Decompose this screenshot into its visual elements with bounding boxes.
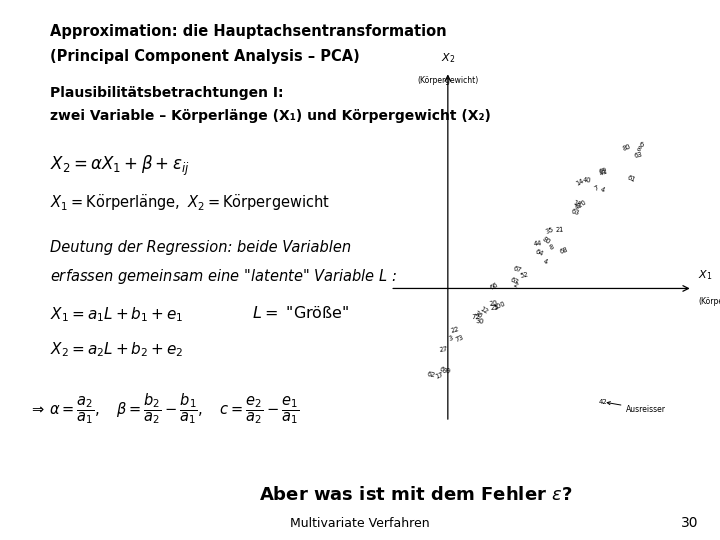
Text: 36: 36 — [473, 310, 484, 320]
Text: zwei Variable – Körperlänge (X₁) und Körpergewicht (X₂): zwei Variable – Körperlänge (X₁) und Kör… — [50, 109, 491, 123]
Text: $X_2$: $X_2$ — [441, 51, 455, 65]
Text: 22: 22 — [450, 326, 460, 334]
Text: 20: 20 — [489, 300, 498, 307]
Text: 62: 62 — [426, 370, 436, 378]
Text: $L =$ "Größe": $L =$ "Größe" — [252, 305, 349, 321]
Text: 67: 67 — [513, 265, 523, 274]
Text: 41: 41 — [599, 168, 609, 177]
Text: 35: 35 — [544, 226, 554, 235]
Text: erfassen gemeinsam eine "latente" Variable $L$ :: erfassen gemeinsam eine "latente" Variab… — [50, 267, 397, 286]
Text: (Principal Component Analysis – PCA): (Principal Component Analysis – PCA) — [50, 49, 360, 64]
Text: 44: 44 — [534, 240, 543, 247]
Text: 42: 42 — [599, 399, 608, 405]
Text: 6: 6 — [639, 142, 644, 149]
Text: 18: 18 — [572, 200, 582, 208]
Text: Approximation: die Hauptachsentransformation: Approximation: die Hauptachsentransforma… — [50, 24, 447, 39]
Text: (Körperlänge): (Körperlänge) — [698, 298, 720, 306]
Text: 12: 12 — [480, 306, 490, 315]
Text: 25: 25 — [490, 305, 499, 311]
Text: 64: 64 — [534, 248, 544, 258]
Text: 63: 63 — [570, 208, 580, 217]
Text: 7: 7 — [593, 185, 600, 192]
Text: 63: 63 — [634, 151, 643, 159]
Text: 30: 30 — [681, 516, 698, 530]
Text: 3: 3 — [448, 335, 454, 342]
Text: $X_2 = a_2 L + b_2 + e_2$: $X_2 = a_2 L + b_2 + e_2$ — [50, 340, 184, 359]
Text: 69: 69 — [598, 167, 608, 175]
Text: $X_2 = \alpha X_1 + \beta + \varepsilon_{ij}$: $X_2 = \alpha X_1 + \beta + \varepsilon_… — [50, 154, 190, 178]
Text: 14: 14 — [575, 178, 585, 187]
Text: 40: 40 — [582, 177, 591, 183]
Text: $X_1$: $X_1$ — [698, 268, 713, 282]
Text: 17: 17 — [435, 372, 445, 380]
Text: 27: 27 — [439, 346, 448, 353]
Text: $X_1 = \mathrm{K\ddot{o}rperl\ddot{a}nge},\ X_2 = \mathrm{K\ddot{o}rpergewicht}$: $X_1 = \mathrm{K\ddot{o}rperl\ddot{a}nge… — [50, 192, 330, 213]
Text: Ausreisser: Ausreisser — [607, 402, 667, 414]
Text: Aber was ist mit dem Fehler $\varepsilon$?: Aber was ist mit dem Fehler $\varepsilon… — [259, 486, 572, 504]
Text: 63: 63 — [509, 276, 519, 286]
Text: 69: 69 — [438, 366, 448, 375]
Text: 80: 80 — [541, 236, 551, 246]
Text: 4: 4 — [542, 259, 548, 266]
Text: 30: 30 — [476, 319, 485, 325]
Text: 8: 8 — [549, 244, 555, 251]
Text: 61: 61 — [626, 174, 636, 183]
Text: 4: 4 — [600, 186, 606, 193]
Text: 68: 68 — [559, 247, 569, 255]
Text: 8: 8 — [635, 146, 642, 153]
Text: Multivariate Verfahren: Multivariate Verfahren — [290, 517, 430, 530]
Text: $\Rightarrow\, \alpha = \dfrac{a_2}{a_1},\quad\beta = \dfrac{b_2}{a_2} - \dfrac{: $\Rightarrow\, \alpha = \dfrac{a_2}{a_1}… — [29, 392, 299, 427]
Text: 66: 66 — [490, 281, 500, 291]
Text: 52: 52 — [519, 272, 528, 279]
Text: Deutung der Regression: beide Variablen: Deutung der Regression: beide Variablen — [50, 240, 351, 255]
Text: $X_1 = a_1 L + b_1 + e_1$: $X_1 = a_1 L + b_1 + e_1$ — [50, 305, 184, 324]
Text: 9: 9 — [446, 368, 450, 374]
Text: 72: 72 — [471, 314, 480, 320]
Text: 73: 73 — [455, 334, 465, 343]
Text: 2: 2 — [513, 281, 519, 288]
Text: (Körpergewicht): (Körpergewicht) — [417, 76, 479, 85]
Text: 420: 420 — [575, 199, 588, 211]
Text: 21: 21 — [555, 227, 564, 233]
Text: 100: 100 — [492, 301, 506, 311]
Text: Plausibilitätsbetrachtungen I:: Plausibilitätsbetrachtungen I: — [50, 86, 284, 100]
Text: 80: 80 — [621, 143, 631, 152]
